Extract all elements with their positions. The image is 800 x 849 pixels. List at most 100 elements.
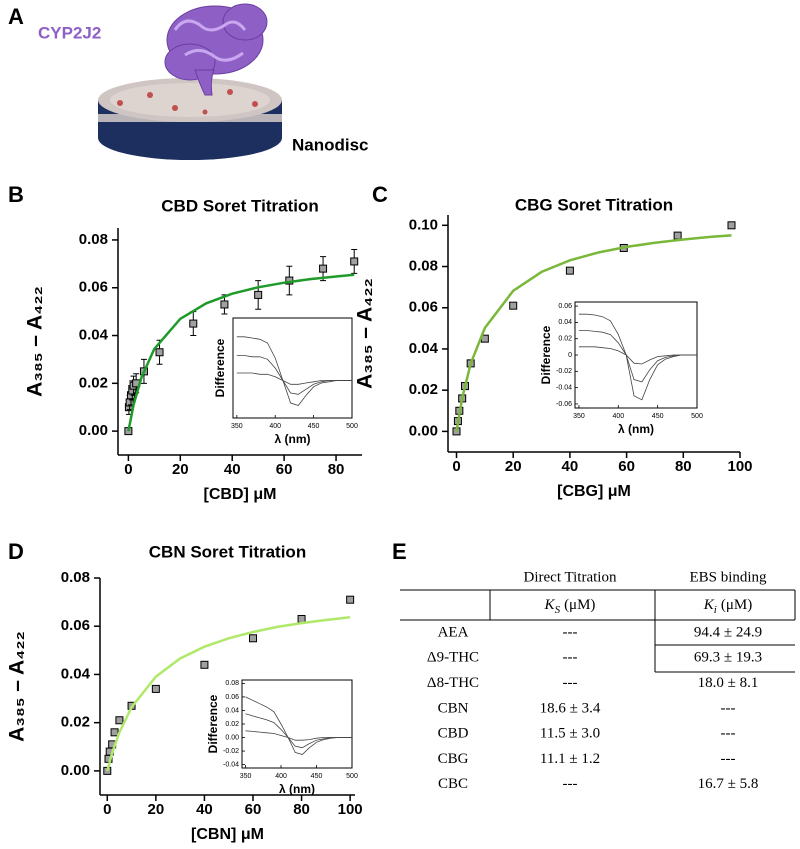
x-tick-label: 450 (311, 773, 323, 780)
table-header: EBS binding (689, 569, 767, 585)
data-point (151, 684, 160, 693)
table: Direct Titration EBS binding KS (μM) Ki (μ… (400, 569, 796, 792)
x-tick-label: 60 (618, 458, 635, 475)
x-tick-label: 0 (124, 461, 132, 478)
x-tick-label: 20 (172, 461, 189, 478)
y-tick-label: 0.04 (558, 319, 572, 326)
nanodisc-render (98, 78, 282, 160)
y-axis-label: A₃₈₅ – A₄₂₂ (6, 631, 29, 742)
panel-letter: D (8, 539, 24, 564)
table-subheader: Ki (μM) (703, 597, 752, 615)
y-tick-label: 0.02 (558, 336, 572, 343)
y-tick-label: 0 (568, 352, 572, 359)
y-tick-label: 0.08 (409, 257, 438, 274)
x-tick-label: 80 (675, 458, 692, 475)
y-tick-label: 0.00 (79, 422, 108, 439)
x-axis-label: λ (nm) (618, 422, 654, 436)
x-axis-label: λ (nm) (275, 432, 311, 446)
symbol: K (544, 597, 556, 613)
y-tick-label: 0.04 (61, 665, 91, 682)
unit: (μM) (721, 597, 752, 613)
data-point (350, 257, 359, 266)
panel-letter: A (8, 4, 24, 29)
y-tick-label: 0.06 (409, 299, 438, 316)
data-point (565, 266, 574, 275)
data-point (110, 728, 119, 737)
data-point (115, 716, 124, 725)
panel-letter: B (8, 182, 24, 207)
y-axis-label: Difference (539, 325, 553, 384)
chart: CBN Soret Titration 0 20 40 60 80 100 0.00 0.02 0… (6, 542, 363, 843)
x-tick-label: 450 (652, 413, 664, 420)
x-tick-label: 100 (338, 801, 363, 818)
y-tick-label: 0.02 (409, 381, 438, 398)
table-cell: 11.1 ± 1.2 (540, 751, 600, 767)
y-tick-label: 0.02 (79, 374, 108, 391)
chart-title: CBG Soret Titration (515, 195, 673, 214)
table-cell: 69.3 ± 19.3 (694, 650, 762, 666)
plot-frame (232, 317, 353, 419)
x-tick-label: 350 (231, 423, 243, 430)
x-tick-label: 80 (328, 461, 345, 478)
table-cell: --- (721, 751, 736, 767)
data-point (297, 614, 306, 623)
chart-title: CBN Soret Titration (149, 542, 306, 561)
inset-chart: 350 400 450 500 λ (nm) Difference (213, 317, 358, 446)
inset-chart: 350 400 450 500 0.06 0.04 0.02 0 -0.02 -0.04 -0.06… (539, 301, 703, 436)
y-tick-label: -0.02 (556, 368, 572, 375)
panel-letter: C (372, 182, 388, 207)
subscript: S (555, 604, 561, 616)
y-tick-label: 0.02 (61, 714, 90, 731)
y-tick-label: 0.04 (409, 340, 439, 357)
y-tick-label: 0.02 (225, 721, 239, 728)
y-tick-label: 0.08 (225, 680, 239, 687)
protein-render (164, 3, 268, 96)
table-cell: --- (563, 624, 578, 640)
table-cell: CBC (438, 776, 468, 792)
data-point (346, 595, 355, 604)
spectrum-line (245, 730, 352, 741)
x-tick-label: 450 (308, 423, 320, 430)
table-cell: AEA (438, 624, 469, 640)
x-tick-label: 350 (573, 413, 585, 420)
data-point (189, 319, 198, 328)
fit-line (106, 616, 351, 772)
data-point (155, 348, 164, 357)
y-tick-label: 0.00 (409, 422, 438, 439)
table-cell: --- (563, 675, 578, 691)
x-tick-label: 0 (103, 801, 111, 818)
data-point (249, 634, 257, 643)
inset-chart: 350 400 450 500 0.08 0.06 0.04 0.02 0.00 -0.02 -0.… (206, 679, 358, 796)
y-tick-label: 0.04 (225, 707, 239, 714)
y-axis-label: Difference (206, 694, 220, 753)
table-cell: 11.5 ± 3.0 (540, 726, 600, 742)
data-point (673, 231, 682, 240)
data-point (319, 264, 328, 273)
x-axis-label: [CBN] μM (191, 826, 264, 843)
x-tick-label: 60 (276, 461, 293, 478)
y-tick-label: -0.04 (556, 384, 572, 391)
x-tick-label: 40 (562, 458, 579, 475)
x-tick-label: 500 (346, 423, 358, 430)
y-tick-label: -0.06 (556, 401, 572, 408)
spectrum-line (578, 346, 697, 365)
y-tick-label: -0.02 (223, 748, 239, 755)
chart: CBD Soret Titration 0 20 40 60 80 0.00 0.02 0.04… (24, 196, 362, 503)
x-tick-label: 400 (275, 773, 287, 780)
table-cell: 18.6 ± 3.4 (540, 700, 601, 716)
unit: (μM) (564, 597, 595, 613)
table-cell: 94.4 ± 24.9 (694, 624, 762, 640)
data-point (254, 290, 263, 299)
x-tick-label: 60 (245, 801, 262, 818)
x-tick-label: 500 (691, 413, 703, 420)
table-cell: CBG (438, 751, 469, 767)
y-tick-label: 0.06 (558, 303, 572, 310)
x-tick-label: 500 (346, 773, 358, 780)
table-cell: Δ8-THC (427, 675, 479, 691)
x-tick-label: 100 (727, 458, 752, 475)
y-axis-label: A₃₈₅ – A₄₂₂ (24, 286, 47, 397)
data-point (727, 221, 736, 230)
subscript: i (714, 604, 717, 616)
protein-label: CYP2J2 (38, 23, 101, 42)
